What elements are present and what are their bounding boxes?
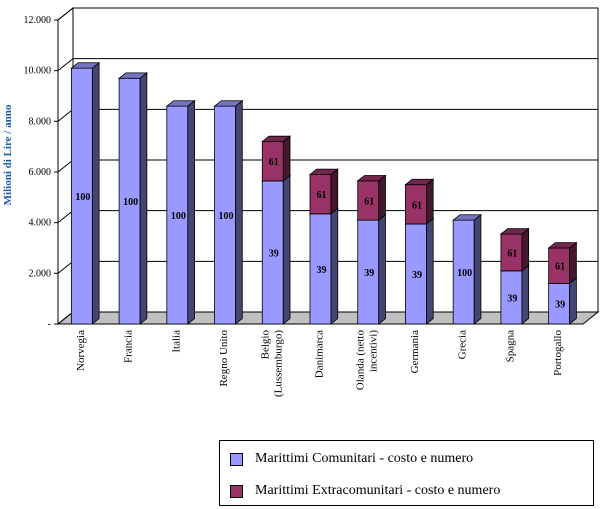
bar-side <box>91 61 100 325</box>
bar-side <box>473 213 482 325</box>
y-tick-label: 6.000 <box>29 167 52 178</box>
bar-side <box>282 135 291 182</box>
y-tick-label: 10.000 <box>24 66 52 77</box>
data-label: 39 <box>507 293 517 304</box>
gridline-side <box>57 108 74 122</box>
bar-top <box>452 214 483 221</box>
category-label: Germania <box>409 330 421 373</box>
bar-side <box>330 207 339 325</box>
data-label: 39 <box>412 270 422 281</box>
y-tick-label: 12.000 <box>24 15 52 26</box>
bar-side <box>521 227 530 272</box>
gridline-side <box>57 58 74 72</box>
gridline-side <box>57 260 74 274</box>
y-tick-label: 2.000 <box>29 268 52 279</box>
y-tick-label: 4.000 <box>29 218 52 229</box>
data-label: 61 <box>555 262 565 273</box>
data-label: 61 <box>412 200 422 211</box>
category-label: Norvegia <box>75 330 87 371</box>
category-label: Regno Unito <box>218 330 230 387</box>
data-label: 100 <box>123 197 138 208</box>
data-label: 39 <box>269 248 279 259</box>
category-label: Olanda (netto <box>355 330 367 391</box>
bar-side <box>235 99 243 325</box>
bar-top <box>117 72 148 79</box>
data-label: 100 <box>75 192 90 203</box>
bar-top <box>213 100 244 107</box>
bar-top <box>308 168 339 175</box>
legend-item-extracomunitari: Marittimi Extracomunitari - costo e nume… <box>230 483 500 499</box>
data-label: 61 <box>269 157 279 168</box>
bar-side <box>330 168 339 215</box>
bar-side <box>378 174 386 221</box>
bar-top <box>70 62 101 69</box>
data-label: 39 <box>364 268 374 279</box>
bar-top <box>547 242 578 249</box>
category-label: Francia <box>123 330 135 363</box>
category-label: Spagna <box>504 330 516 363</box>
data-label: 100 <box>219 211 234 222</box>
bar-top <box>356 175 387 182</box>
bar-side <box>569 241 577 285</box>
legend: Marittimi Comunitari - costo e numero Ma… <box>219 440 594 506</box>
bar-side <box>282 174 291 325</box>
data-label: 61 <box>317 190 327 201</box>
y-axis-title: Milioni di Lire / anno <box>2 104 14 205</box>
bar-side <box>426 178 434 225</box>
legend-item-comunitari: Marittimi Comunitari - costo e numero <box>230 451 473 467</box>
bar-top <box>165 100 196 107</box>
gridline-side <box>57 7 74 21</box>
bar-top <box>261 135 292 143</box>
category-label: (Lussemburgo) <box>272 330 284 397</box>
bar-side <box>187 99 195 325</box>
bar-side <box>569 277 577 325</box>
category-label: Danimarca <box>314 330 326 378</box>
bar-top <box>404 178 435 186</box>
category-label: Italia <box>170 330 182 353</box>
data-label: 39 <box>317 265 327 276</box>
category-label: Grecia <box>457 330 469 359</box>
y-tick-label: - <box>48 319 51 330</box>
gridline-side <box>57 210 74 224</box>
data-label: 100 <box>457 268 472 279</box>
bar-side <box>139 72 148 325</box>
data-label: 100 <box>171 211 186 222</box>
bar-side <box>378 213 386 325</box>
category-label: Belgio <box>259 330 271 360</box>
bar-top <box>499 228 530 235</box>
data-label: 61 <box>364 197 374 208</box>
category-label: incentivi) <box>368 330 380 372</box>
data-label: 39 <box>555 300 565 311</box>
gridline-side <box>57 311 74 325</box>
legend-label-comunitari: Marittimi Comunitari - costo e numero <box>255 451 474 466</box>
legend-swatch-extracomunitari <box>230 484 243 498</box>
bar-side <box>426 217 434 325</box>
legend-label-extracomunitari: Marittimi Extracomunitari - costo e nume… <box>255 483 501 498</box>
gridline-side <box>57 159 74 173</box>
category-label: Portogallo <box>552 330 564 376</box>
y-tick-label: 8.000 <box>29 116 52 127</box>
bar-side <box>521 264 530 325</box>
data-label: 61 <box>507 248 517 259</box>
legend-swatch-comunitari <box>230 452 243 466</box>
